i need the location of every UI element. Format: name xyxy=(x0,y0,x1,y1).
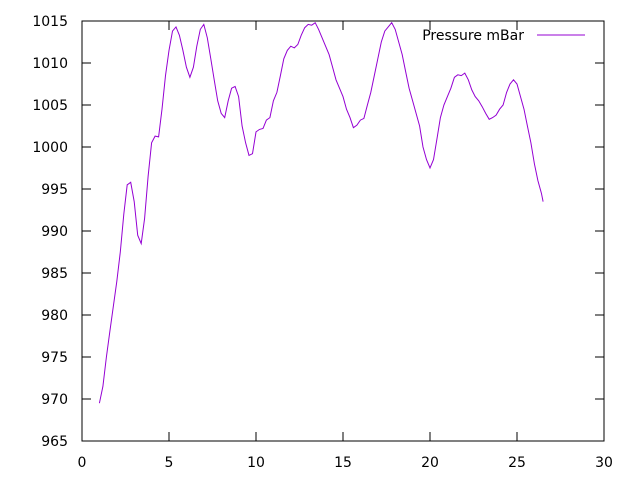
y-tick-label: 970 xyxy=(41,392,68,408)
x-tick-label: 20 xyxy=(421,455,439,471)
plot-frame xyxy=(81,20,605,442)
x-tick-label: 0 xyxy=(78,455,87,471)
x-tick-label: 25 xyxy=(508,455,526,471)
x-tick-label: 15 xyxy=(334,455,352,471)
y-tick-label: 980 xyxy=(41,308,68,324)
x-axis: 0 5 10 15 20 25 30 xyxy=(78,21,613,471)
series-line-pressure-mbar xyxy=(98,21,544,404)
y-tick-label: 1015 xyxy=(32,14,68,30)
y-tick-label: 985 xyxy=(41,266,68,282)
y-tick-label: 965 xyxy=(41,434,68,450)
x-tick-label: 5 xyxy=(165,455,174,471)
y-tick-label: 975 xyxy=(41,350,68,366)
y-tick-label: 990 xyxy=(41,224,68,240)
y-axis: 965 970 975 980 985 990 995 1000 1005 1010 1015 xyxy=(32,14,604,450)
y-tick-label: 995 xyxy=(41,182,68,198)
y-tick-label: 1000 xyxy=(32,140,68,156)
y-tick-label: 1010 xyxy=(32,56,68,72)
x-tick-label: 30 xyxy=(595,455,613,471)
y-tick-label: 1005 xyxy=(32,98,68,114)
legend: Pressure mBar xyxy=(422,28,585,44)
x-tick-label: 10 xyxy=(247,455,265,471)
legend-label: Pressure mBar xyxy=(422,28,524,44)
